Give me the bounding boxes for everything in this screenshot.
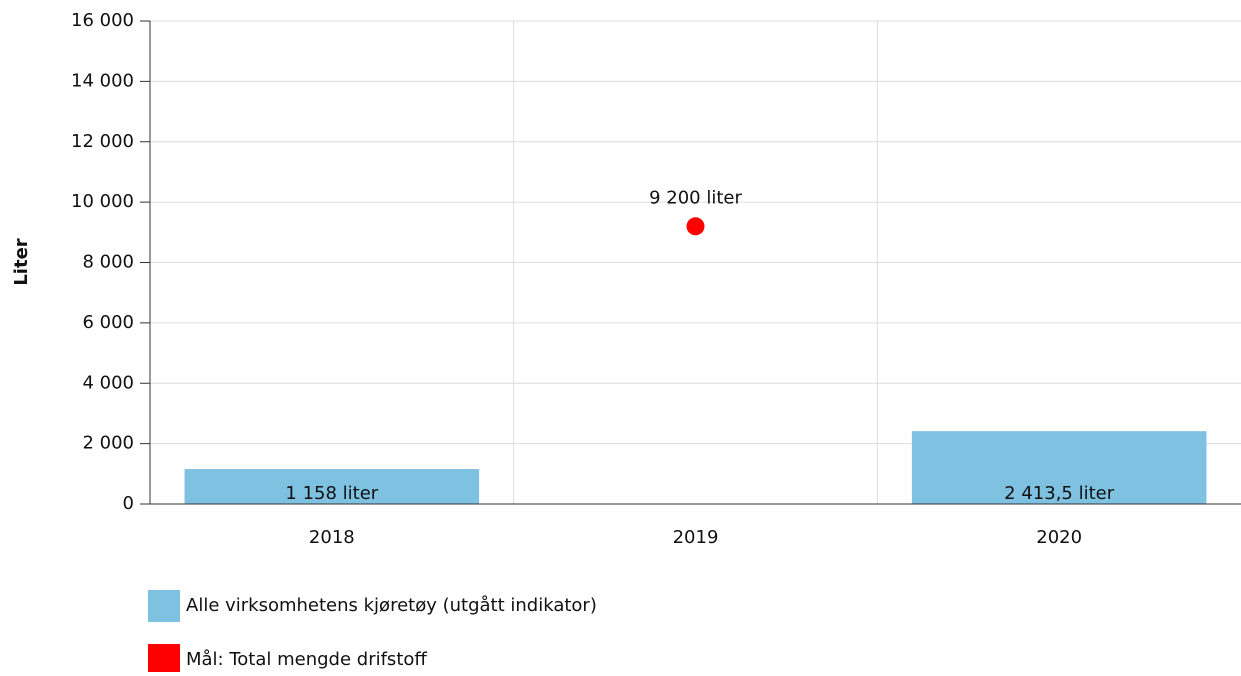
y-tick-label: 8 000 <box>82 252 134 273</box>
legend-swatch <box>148 644 180 676</box>
y-tick-label: 16 000 <box>71 10 134 31</box>
x-tick-label: 2020 <box>1036 527 1082 548</box>
legend-label: Mål: Total mengde drifstoff <box>186 649 427 670</box>
y-tick-label: 0 <box>123 493 134 514</box>
legend-label: Alle virksomhetens kjøretøy (utgått indi… <box>186 595 597 616</box>
data-label: 1 158 liter <box>285 483 378 504</box>
y-tick-label: 2 000 <box>82 433 134 454</box>
y-tick-label: 6 000 <box>82 312 134 333</box>
y-axis-title: Liter <box>11 238 32 285</box>
point <box>686 217 705 236</box>
x-tick-label: 2018 <box>309 527 355 548</box>
data-label: 2 413,5 liter <box>1004 483 1115 504</box>
legend-swatch <box>148 590 180 622</box>
data-label: 9 200 liter <box>649 187 742 208</box>
y-tick-label: 10 000 <box>71 191 134 212</box>
bar <box>184 469 480 504</box>
y-tick-label: 14 000 <box>71 70 134 91</box>
y-tick-label: 4 000 <box>82 372 134 393</box>
x-tick-label: 2019 <box>673 527 719 548</box>
y-tick-label: 12 000 <box>71 131 134 152</box>
bar <box>911 431 1207 504</box>
